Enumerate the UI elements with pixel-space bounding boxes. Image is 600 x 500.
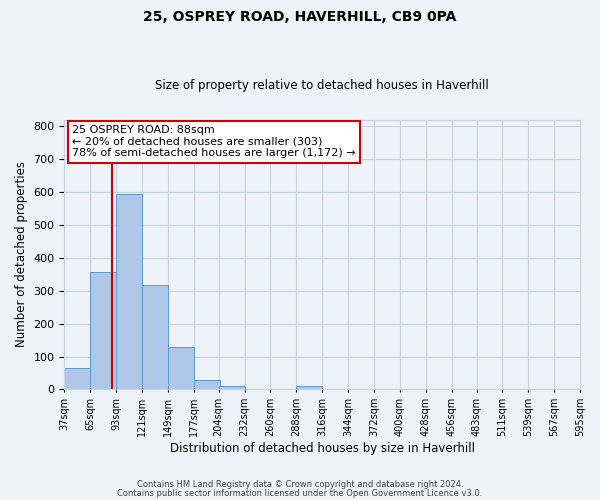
Bar	[296, 386, 322, 390]
X-axis label: Distribution of detached houses by size in Haverhill: Distribution of detached houses by size …	[170, 442, 475, 455]
Bar	[116, 194, 142, 390]
Bar	[194, 380, 220, 390]
Bar	[64, 368, 90, 390]
Bar	[219, 386, 245, 390]
Bar	[90, 272, 116, 390]
Text: Contains HM Land Registry data © Crown copyright and database right 2024.: Contains HM Land Registry data © Crown c…	[137, 480, 463, 489]
Bar	[168, 346, 194, 390]
Bar	[142, 285, 168, 390]
Y-axis label: Number of detached properties: Number of detached properties	[15, 162, 28, 348]
Text: Contains public sector information licensed under the Open Government Licence v3: Contains public sector information licen…	[118, 489, 482, 498]
Text: 25 OSPREY ROAD: 88sqm
← 20% of detached houses are smaller (303)
78% of semi-det: 25 OSPREY ROAD: 88sqm ← 20% of detached …	[72, 125, 356, 158]
Title: Size of property relative to detached houses in Haverhill: Size of property relative to detached ho…	[155, 79, 489, 92]
Text: 25, OSPREY ROAD, HAVERHILL, CB9 0PA: 25, OSPREY ROAD, HAVERHILL, CB9 0PA	[143, 10, 457, 24]
